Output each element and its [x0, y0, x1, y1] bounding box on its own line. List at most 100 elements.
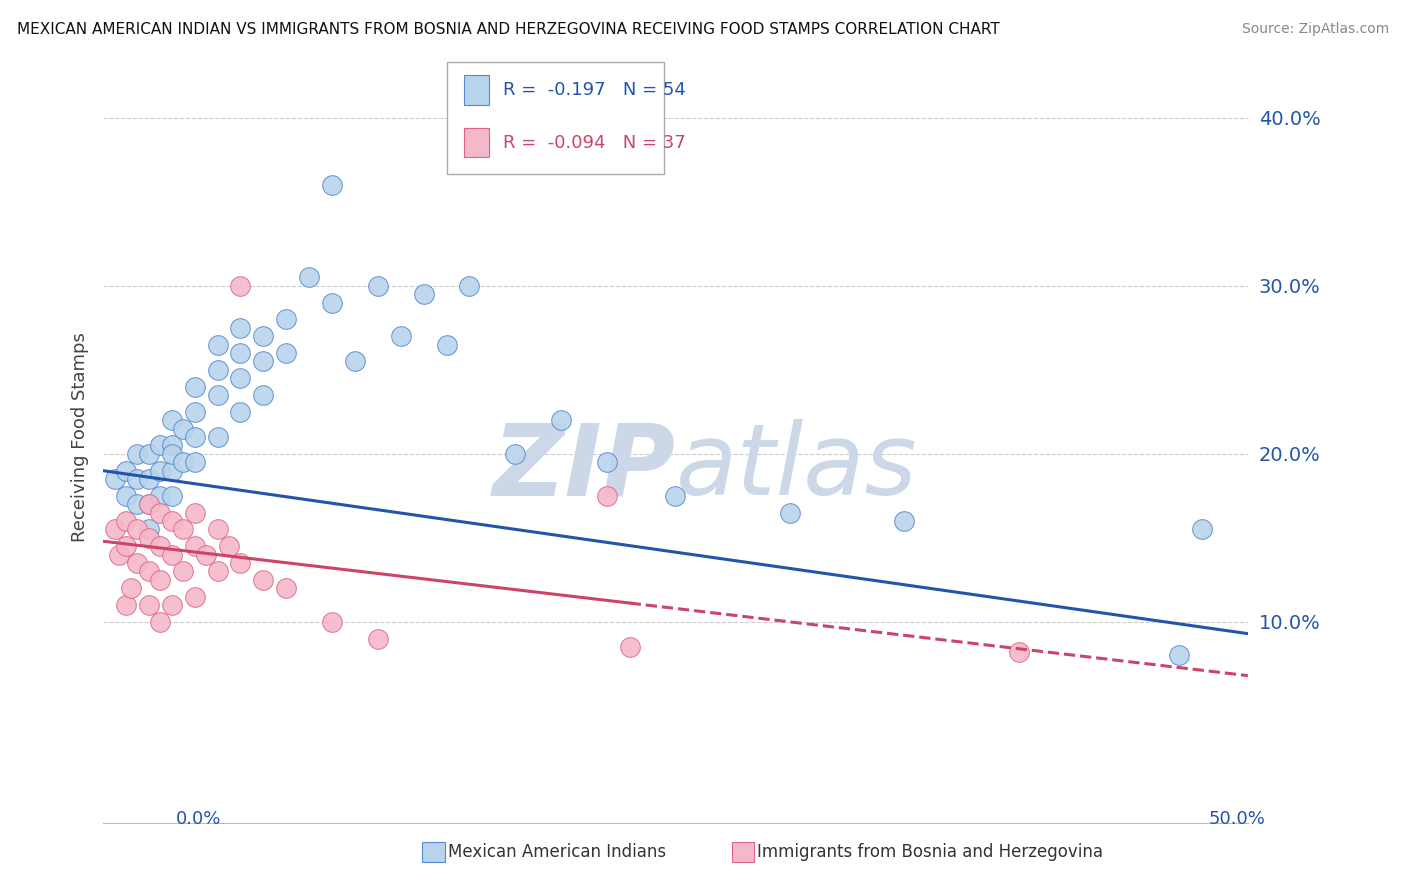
Point	[183, 405, 205, 419]
Point	[149, 506, 172, 520]
Point	[550, 413, 572, 427]
Point	[138, 447, 160, 461]
Point	[619, 640, 641, 654]
Point	[252, 388, 274, 402]
Point	[298, 270, 321, 285]
Point	[596, 455, 619, 469]
Point	[160, 489, 183, 503]
Point	[1008, 645, 1031, 659]
Point	[172, 422, 194, 436]
Point	[127, 447, 149, 461]
Point	[183, 430, 205, 444]
Point	[149, 438, 172, 452]
Point	[103, 523, 125, 537]
Point	[195, 548, 218, 562]
Text: ZIP: ZIP	[492, 419, 675, 516]
Point	[138, 523, 160, 537]
Point	[138, 565, 160, 579]
Point	[779, 506, 801, 520]
Text: R =  -0.197   N = 54: R = -0.197 N = 54	[502, 81, 686, 99]
Point	[149, 464, 172, 478]
Point	[172, 455, 194, 469]
Point	[321, 178, 343, 192]
Point	[138, 472, 160, 486]
FancyBboxPatch shape	[447, 62, 664, 174]
Point	[664, 489, 686, 503]
Point	[229, 556, 252, 570]
Point	[115, 489, 138, 503]
Point	[229, 371, 252, 385]
Point	[458, 278, 481, 293]
Point	[207, 430, 229, 444]
Y-axis label: Receiving Food Stamps: Receiving Food Stamps	[72, 332, 89, 542]
Text: 0.0%: 0.0%	[176, 810, 221, 828]
Point	[127, 523, 149, 537]
Point	[138, 531, 160, 545]
Point	[276, 582, 298, 596]
Point	[596, 489, 619, 503]
Point	[160, 447, 183, 461]
FancyBboxPatch shape	[464, 128, 489, 157]
Text: R =  -0.094   N = 37: R = -0.094 N = 37	[502, 134, 685, 152]
Point	[160, 438, 183, 452]
Point	[207, 523, 229, 537]
Text: 50.0%: 50.0%	[1209, 810, 1265, 828]
Point	[183, 590, 205, 604]
Point	[412, 287, 434, 301]
Point	[183, 379, 205, 393]
Point	[160, 598, 183, 612]
Text: MEXICAN AMERICAN INDIAN VS IMMIGRANTS FROM BOSNIA AND HERZEGOVINA RECEIVING FOOD: MEXICAN AMERICAN INDIAN VS IMMIGRANTS FR…	[17, 22, 1000, 37]
Point	[436, 337, 458, 351]
Point	[115, 598, 138, 612]
Point	[1168, 648, 1191, 663]
Point	[160, 548, 183, 562]
Point	[229, 405, 252, 419]
Point	[115, 539, 138, 553]
Point	[149, 539, 172, 553]
Point	[276, 312, 298, 326]
Point	[120, 582, 142, 596]
Point	[160, 413, 183, 427]
Point	[183, 539, 205, 553]
Point	[218, 539, 240, 553]
Point	[276, 346, 298, 360]
Point	[367, 278, 389, 293]
Point	[252, 573, 274, 587]
Point	[160, 464, 183, 478]
Point	[207, 388, 229, 402]
Point	[207, 363, 229, 377]
Point	[115, 514, 138, 528]
Point	[389, 329, 412, 343]
Point	[503, 447, 526, 461]
Text: Source: ZipAtlas.com: Source: ZipAtlas.com	[1241, 22, 1389, 37]
Point	[127, 556, 149, 570]
Point	[172, 565, 194, 579]
Point	[183, 455, 205, 469]
Text: Immigrants from Bosnia and Herzegovina: Immigrants from Bosnia and Herzegovina	[756, 843, 1104, 861]
Point	[149, 489, 172, 503]
Point	[127, 497, 149, 511]
Point	[160, 514, 183, 528]
Point	[108, 548, 131, 562]
Point	[103, 472, 125, 486]
Point	[343, 354, 366, 368]
Point	[207, 565, 229, 579]
Point	[138, 497, 160, 511]
Text: atlas: atlas	[675, 419, 917, 516]
Point	[207, 337, 229, 351]
Point	[138, 497, 160, 511]
Point	[229, 346, 252, 360]
Point	[252, 329, 274, 343]
Point	[321, 615, 343, 629]
Point	[229, 321, 252, 335]
Point	[149, 573, 172, 587]
Point	[229, 278, 252, 293]
Point	[367, 632, 389, 646]
Point	[115, 464, 138, 478]
Point	[1191, 523, 1213, 537]
Point	[321, 295, 343, 310]
Point	[127, 472, 149, 486]
Point	[183, 506, 205, 520]
Point	[893, 514, 915, 528]
Point	[172, 523, 194, 537]
